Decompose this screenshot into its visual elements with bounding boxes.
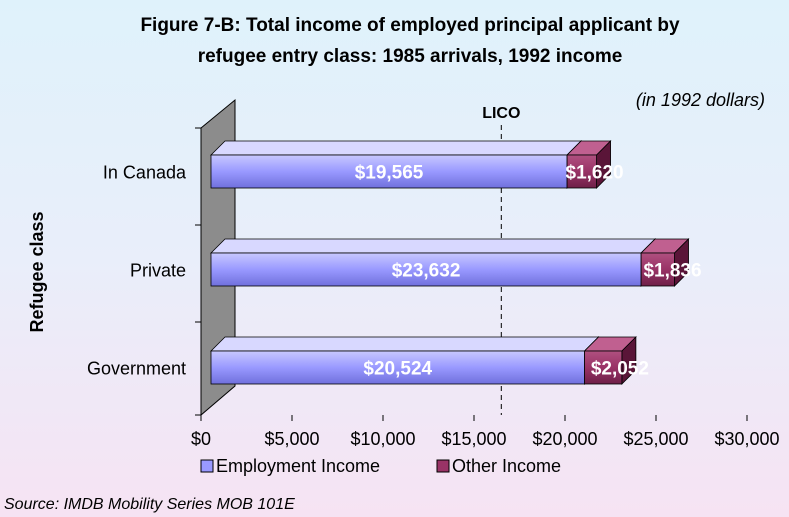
x-tick-label: $25,000 — [623, 429, 688, 449]
x-tick-label: $5,000 — [264, 429, 319, 449]
y-axis-label: Refugee class — [27, 211, 47, 332]
bar-top — [210, 238, 657, 254]
bar — [210, 350, 585, 385]
bar-top — [210, 140, 583, 156]
data-label: $2,052 — [591, 359, 649, 380]
source: Source: IMDB Mobility Series MOB 101E — [4, 496, 295, 513]
bar-top — [210, 336, 600, 352]
reference-label: LICO — [482, 105, 520, 122]
data-label: $19,565 — [355, 163, 424, 184]
chart-title: Figure 7-B: Total income of employed pri… — [140, 15, 680, 67]
bar — [210, 252, 642, 287]
data-label: $1,620 — [566, 163, 624, 184]
subtitle: (in 1992 dollars) — [636, 90, 765, 110]
legend-swatch — [200, 459, 214, 473]
x-tick-label: $15,000 — [441, 429, 506, 449]
data-label: $1,836 — [643, 261, 701, 282]
legend-swatch — [436, 459, 450, 473]
bar — [584, 350, 623, 385]
x-tick-label: $0 — [191, 429, 211, 449]
bar — [640, 252, 675, 287]
y-tick-label: Government — [87, 358, 186, 378]
legend-label: Employment Income — [216, 456, 380, 476]
x-tick-label: $20,000 — [532, 429, 597, 449]
x-tick-label: $30,000 — [714, 429, 779, 449]
bar — [566, 154, 597, 189]
data-label: $23,632 — [392, 261, 461, 282]
y-tick-label: Private — [130, 260, 186, 280]
x-tick-label: $10,000 — [350, 429, 415, 449]
bar — [210, 154, 568, 189]
legend-label: Other Income — [452, 456, 561, 476]
y-tick-label: In Canada — [103, 162, 187, 182]
data-label: $20,524 — [363, 359, 432, 380]
